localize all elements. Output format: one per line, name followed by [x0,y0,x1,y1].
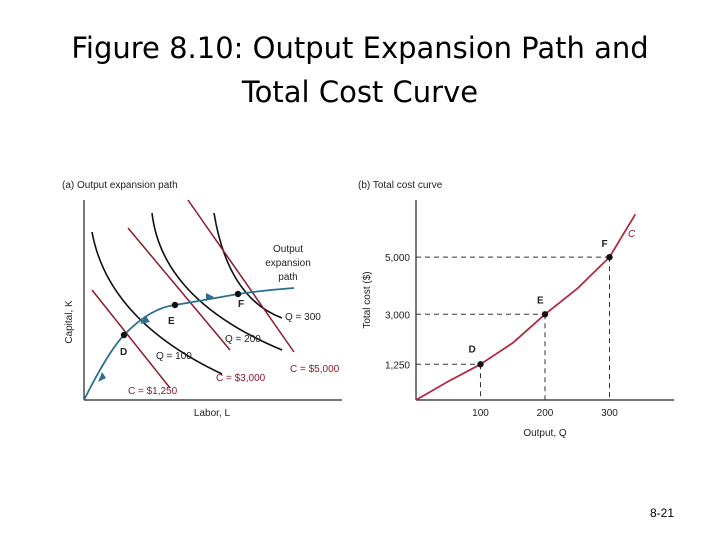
isoquant-q100 [91,231,223,375]
y-tick-label: 5,000 [385,253,410,264]
panel-b-y-axis-label: Total cost ($) [362,271,373,328]
isoquant-q300 [213,212,283,319]
slide-title: Figure 8.10: Output Expansion Path and T… [0,26,720,114]
cost-point-f [606,253,613,261]
isocost-label-3000: C = $3,000 [216,373,266,384]
point-d-dot [120,331,128,339]
expansion-label-line-3: path [278,272,297,283]
isoquant-label-q100: Q = 100 [156,351,192,362]
panel-a-x-axis-label: Labor, L [194,408,231,419]
isocost-3000 [127,227,231,351]
slide-title-line-2: Total Cost Curve [241,75,479,109]
x-tick-label: 200 [537,408,554,419]
page-number: 8-21 [650,506,675,520]
isocost-5000 [187,199,295,353]
point-e-label: E [168,316,175,327]
cost-point-label-d: D [469,344,476,355]
cost-point-e [541,311,549,318]
y-tick-label: 3,000 [385,310,410,321]
panel-b: (b) Total cost curve Total cost ($) Outp… [358,180,674,439]
isocost-1250 [91,289,171,389]
cost-marks: 1,250 100 3,000 200 5,000 300 D E F [385,213,637,419]
cost-point-label-f: F [602,239,608,250]
expansion-arrow-1 [98,372,106,382]
isocost-label-5000: C = $5,000 [290,364,340,375]
slide-title-line-1: Figure 8.10: Output Expansion Path and [71,31,649,65]
point-f-dot [234,290,242,298]
expansion-arrow-3 [206,293,214,301]
y-tick-label: 1,250 [385,360,410,371]
point-e-dot [171,301,179,309]
total-cost-curve [415,213,637,401]
expansion-label-line-1: Output [273,244,303,255]
panel-a-y-axis-label: Capital, K [64,300,75,344]
cost-point-d [477,361,484,368]
isoquant-q200 [151,212,283,351]
expansion-label-line-2: expansion [265,258,311,269]
point-d-label: D [120,347,127,358]
isocost-label-1250: C = $1,250 [128,386,178,397]
panel-a-title: (a) Output expansion path [62,180,178,191]
isoquant-label-q200: Q = 200 [225,334,261,345]
isoquant-label-q300: Q = 300 [285,312,321,323]
cost-curve-label: C [628,229,636,240]
panel-a: (a) Output expansion path Capital, K Lab… [62,180,342,419]
panel-b-x-axis-label: Output, Q [523,428,567,439]
expansion-arrow-2 [140,316,150,324]
cost-point-label-e: E [537,295,544,306]
panel-b-title: (b) Total cost curve [358,180,443,191]
x-tick-label: 300 [601,408,618,419]
x-tick-label: 100 [472,408,489,419]
point-f-label: F [238,299,244,310]
